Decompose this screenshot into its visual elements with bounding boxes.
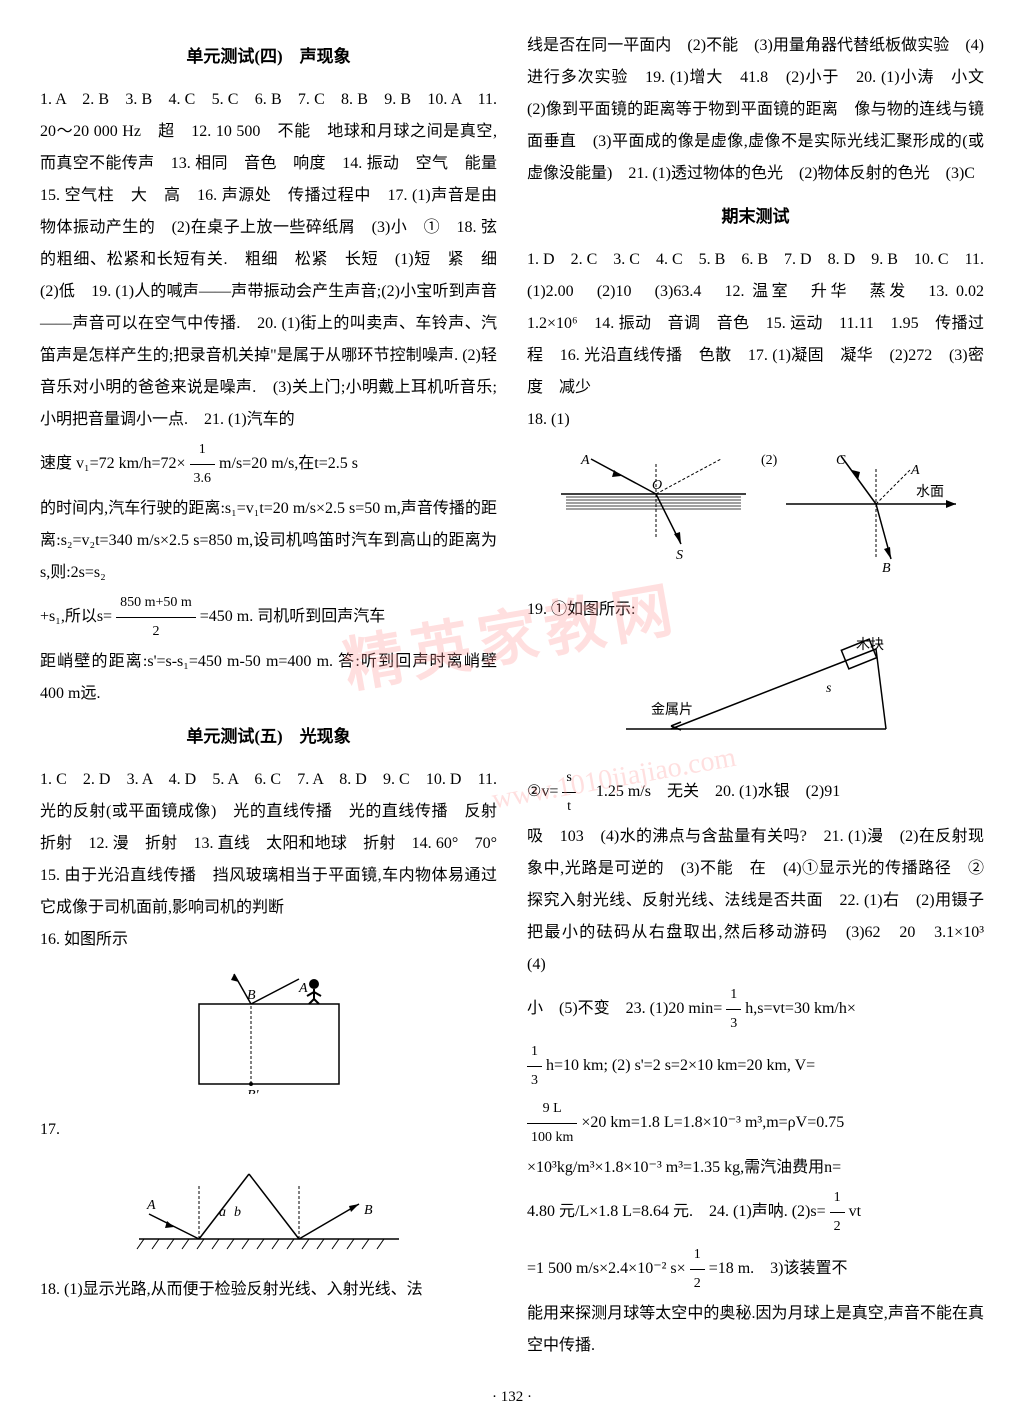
text-part: 速度 v₁=72 km/h=72× bbox=[40, 455, 186, 472]
numerator: 9 L bbox=[527, 1095, 577, 1124]
fraction-12a: 1 2 bbox=[830, 1184, 845, 1241]
answer-block-r6: 吸 103 (4)水的沸点与含盐量有关吗? 21. (1)漫 (2)在反射现象中… bbox=[527, 821, 984, 981]
text-part: 4.80 元/L×1.8 L=8.64 元. 24. (1)声呐. (2)s= bbox=[527, 1203, 826, 1220]
numerator: 1 bbox=[527, 1038, 542, 1067]
svg-text:水面: 水面 bbox=[916, 484, 944, 500]
svg-text:S: S bbox=[676, 548, 683, 563]
svg-text:(2): (2) bbox=[761, 453, 778, 468]
text-part: =18 m. 3)该装置不 bbox=[709, 1260, 848, 1277]
answer-block-1: 1. A 2. B 3. B 4. C 5. C 6. B 7. C 8. B … bbox=[40, 84, 497, 436]
denominator: 2 bbox=[690, 1270, 705, 1298]
right-column: 线是否在同一平面内 (2)不能 (3)用量角器代替纸板做实验 (4)进行多次实验… bbox=[527, 30, 984, 1362]
fraction-1: 1 3.6 bbox=[190, 436, 216, 493]
answer-calc-r2: 小 (5)不变 23. (1)20 min= 1 3 h,s=vt=30 km/… bbox=[527, 981, 984, 1038]
text-part: =450 m. 司机听到回声汽车 bbox=[200, 608, 385, 625]
section-title-4: 单元测试(四) 声现象 bbox=[40, 40, 497, 74]
answer-block-r13: 能用来探测月球等太空中的奥秘.因为月球上是真空,声音不能在真空中传播. bbox=[527, 1298, 984, 1362]
answer-block-6: 1. C 2. D 3. A 4. D 5. A 6. C 7. A 8. D … bbox=[40, 764, 497, 924]
svg-text:O: O bbox=[652, 478, 662, 493]
diagram-17: a b A B bbox=[40, 1154, 497, 1266]
fraction-2: 850 m+50 m 2 bbox=[116, 589, 196, 646]
text-part: vt bbox=[849, 1203, 861, 1220]
text-part: 小 (5)不变 23. (1)20 min= bbox=[527, 1000, 722, 1017]
denominator: 2 bbox=[830, 1213, 845, 1241]
answer-block-5: 距峭壁的距离:s'=s-s₁=450 m-50 m=400 m. 答:听到回声时… bbox=[40, 646, 497, 710]
text-part: m/s=20 m/s,在t=2.5 s bbox=[219, 455, 358, 472]
text-part: h=10 km; (2) s'=2 s=2×10 km=20 km, V= bbox=[546, 1057, 815, 1074]
numerator: 1 bbox=[190, 436, 216, 465]
denominator: t bbox=[562, 793, 575, 821]
answer-calc-r3: 1 3 h=10 km; (2) s'=2 s=2×10 km=20 km, V… bbox=[527, 1038, 984, 1095]
text-part: ×20 km=1.8 L=1.8×10⁻³ m³,m=ρV=0.75 bbox=[581, 1114, 844, 1131]
numerator: 1 bbox=[690, 1241, 705, 1270]
denominator: 3 bbox=[527, 1067, 542, 1095]
diagram-19: 木块 s 金属片 bbox=[527, 634, 984, 756]
section-title-final: 期末测试 bbox=[527, 200, 984, 234]
answer-calc-r4: 9 L 100 km ×20 km=1.8 L=1.8×10⁻³ m³,m=ρV… bbox=[527, 1095, 984, 1152]
text-part: ②v= bbox=[527, 783, 558, 800]
denominator: 2 bbox=[116, 618, 196, 646]
denominator: 3.6 bbox=[190, 465, 216, 493]
svg-text:s: s bbox=[826, 681, 832, 696]
svg-text:A: A bbox=[298, 981, 308, 996]
fraction-12b: 1 2 bbox=[690, 1241, 705, 1298]
text-part: =1 500 m/s×2.4×10⁻² s× bbox=[527, 1260, 686, 1277]
text-part: 1.25 m/s 无关 20. (1)水银 (2)91 bbox=[580, 783, 840, 800]
svg-text:A: A bbox=[580, 453, 590, 468]
text-part: h,s=vt=30 km/h× bbox=[745, 1000, 856, 1017]
numerator: s bbox=[562, 764, 575, 793]
answer-block-r1: 线是否在同一平面内 (2)不能 (3)用量角器代替纸板做实验 (4)进行多次实验… bbox=[527, 30, 984, 190]
left-column: 单元测试(四) 声现象 1. A 2. B 3. B 4. C 5. C 6. … bbox=[40, 30, 497, 1362]
answer-calc-1: 速度 v₁=72 km/h=72× 1 3.6 m/s=20 m/s,在t=2.… bbox=[40, 436, 497, 493]
answer-block-r4: 19. ①如图所示: bbox=[527, 594, 984, 626]
answer-block-3: 的时间内,汽车行驶的距离:s₁=v₁t=20 m/s×2.5 s=50 m,声音… bbox=[40, 493, 497, 589]
svg-text:b: b bbox=[234, 1205, 241, 1220]
denominator: 3 bbox=[726, 1010, 741, 1038]
svg-text:金属片: 金属片 bbox=[651, 702, 693, 718]
numerator: 1 bbox=[726, 981, 741, 1010]
diagram-18: A O S (2) C bbox=[527, 444, 984, 586]
text-part: +s₁,所以s= bbox=[40, 608, 112, 625]
fraction-13a: 1 3 bbox=[726, 981, 741, 1038]
denominator: 100 km bbox=[527, 1124, 577, 1152]
fraction-13b: 1 3 bbox=[527, 1038, 542, 1095]
answer-calc-r5: 4.80 元/L×1.8 L=8.64 元. 24. (1)声呐. (2)s= … bbox=[527, 1184, 984, 1241]
svg-text:A: A bbox=[910, 463, 920, 478]
numerator: 850 m+50 m bbox=[116, 589, 196, 618]
content-columns: 单元测试(四) 声现象 1. A 2. B 3. B 4. C 5. C 6. … bbox=[40, 30, 984, 1362]
diagram-16: B A B' bbox=[40, 964, 497, 1106]
svg-text:B: B bbox=[882, 561, 891, 574]
fraction-9l: 9 L 100 km bbox=[527, 1095, 577, 1152]
answer-block-r2: 1. D 2. C 3. C 4. C 5. B 6. B 7. D 8. D … bbox=[527, 244, 984, 404]
answer-block-r10: ×10³kg/m³×1.8×10⁻³ m³=1.35 kg,需汽油费用n= bbox=[527, 1152, 984, 1184]
svg-text:a: a bbox=[219, 1205, 226, 1220]
section-title-5: 单元测试(五) 光现象 bbox=[40, 720, 497, 754]
fraction-st: s t bbox=[562, 764, 575, 821]
answer-block-9: 18. (1)显示光路,从而便于检验反射光线、入射光线、法 bbox=[40, 1274, 497, 1306]
page-number: · 132 · bbox=[40, 1382, 984, 1412]
answer-block-8: 17. bbox=[40, 1114, 497, 1146]
answer-calc-r6: =1 500 m/s×2.4×10⁻² s× 1 2 =18 m. 3)该装置不 bbox=[527, 1241, 984, 1298]
answer-calc-r1: ②v= s t 1.25 m/s 无关 20. (1)水银 (2)91 bbox=[527, 764, 984, 821]
answer-block-r3: 18. (1) bbox=[527, 404, 984, 436]
svg-text:A: A bbox=[146, 1198, 156, 1213]
svg-text:B: B bbox=[364, 1203, 373, 1218]
numerator: 1 bbox=[830, 1184, 845, 1213]
answer-block-7: 16. 如图所示 bbox=[40, 924, 497, 956]
svg-text:B': B' bbox=[247, 1088, 260, 1094]
answer-calc-2: +s₁,所以s= 850 m+50 m 2 =450 m. 司机听到回声汽车 bbox=[40, 589, 497, 646]
